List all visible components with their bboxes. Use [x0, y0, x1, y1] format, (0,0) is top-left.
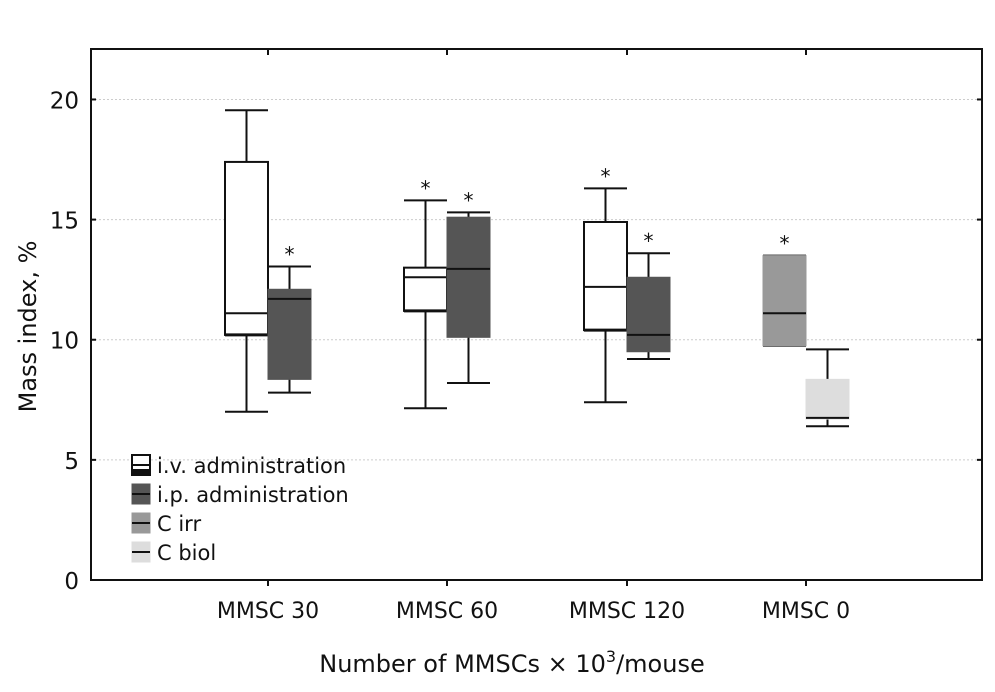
- box-i-p-administration: *: [267, 242, 312, 394]
- significance-marker: *: [464, 188, 474, 212]
- legend-label: C biol: [157, 541, 216, 565]
- significance-marker: *: [285, 242, 295, 266]
- legend-item: C irr: [131, 512, 201, 536]
- box-i-v-administration: *: [583, 164, 628, 404]
- box-c-biol: [805, 348, 850, 428]
- legend-label: i.v. administration: [157, 454, 346, 478]
- box-iqr: [446, 216, 491, 338]
- y-tick-label: 15: [50, 209, 79, 235]
- legend-label: i.p. administration: [157, 483, 349, 507]
- x-tick-label: MMSC 0: [762, 599, 850, 624]
- box-iqr: [403, 266, 448, 312]
- box-i-v-administration: *: [403, 176, 448, 410]
- significance-marker: *: [421, 176, 431, 200]
- legend-swatch-base: [132, 469, 150, 475]
- box-i-p-administration: *: [626, 229, 671, 360]
- y-tick-label: 10: [50, 329, 79, 355]
- box-iqr: [805, 378, 850, 420]
- box-iqr: [626, 276, 671, 353]
- box-i-p-administration: *: [446, 188, 491, 384]
- box-c-irr: *: [762, 232, 807, 347]
- significance-marker: *: [780, 232, 790, 256]
- legend-item: i.v. administration: [131, 454, 346, 478]
- x-tick-label: MMSC 120: [569, 599, 685, 624]
- x-axis-title: Number of MMSCs × 103/mouse: [319, 647, 704, 678]
- x-axis-title-base: Number of MMSCs × 10: [319, 650, 606, 678]
- legend-label: C irr: [157, 512, 201, 536]
- x-tick-label: MMSC 60: [396, 599, 498, 624]
- significance-marker: *: [601, 164, 611, 188]
- y-axis-title: Mass index, %: [14, 241, 42, 413]
- y-tick-label: 0: [64, 569, 79, 595]
- x-tick-label: MMSC 30: [217, 599, 319, 624]
- box-i-v-administration: [224, 109, 269, 413]
- x-axis-title-sup: 3: [606, 647, 616, 666]
- box-iqr: [583, 220, 628, 332]
- y-axis: 0 5 10 15 20: [50, 88, 982, 595]
- significance-marker: *: [644, 229, 654, 253]
- legend-item: C biol: [131, 541, 216, 565]
- box-iqr: [267, 288, 312, 380]
- x-axis: MMSC 30 MMSC 60 MMSC 120 MMSC 0: [217, 49, 850, 624]
- y-tick-label: 20: [50, 88, 79, 114]
- legend-item: i.p. administration: [131, 483, 349, 507]
- box-iqr: [762, 255, 807, 347]
- box-series: * * * * * *: [224, 109, 850, 428]
- box-iqr: [224, 160, 269, 336]
- legend: i.v. administration i.p. administration C …: [131, 454, 349, 565]
- x-axis-title-suffix: /mouse: [616, 650, 705, 678]
- plot-frame: [90, 48, 983, 581]
- y-tick-label: 5: [64, 449, 79, 475]
